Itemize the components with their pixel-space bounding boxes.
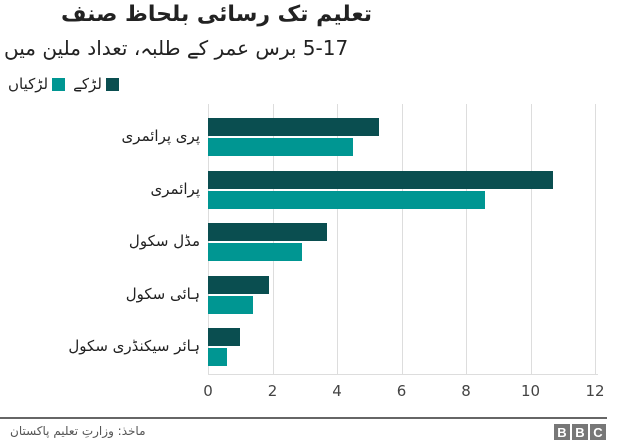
bbc-logo-b2: B — [572, 424, 588, 440]
bar — [208, 348, 228, 366]
gridline — [595, 104, 596, 374]
legend-label-girls: لڑکیاں — [8, 75, 49, 93]
plot-area — [208, 104, 598, 374]
legend: لڑکے لڑکیاں — [0, 72, 119, 96]
legend-item-girls: لڑکیاں — [8, 75, 66, 93]
category-label: مڈل سکول — [128, 232, 200, 250]
bar — [208, 243, 302, 261]
gridline — [337, 104, 338, 374]
bbc-logo-b1: B — [554, 424, 570, 440]
category-label: ہائی سکول — [125, 284, 200, 303]
bar — [208, 138, 354, 156]
footer-divider — [0, 417, 607, 419]
bar — [208, 190, 486, 209]
legend-swatch-boys — [105, 77, 119, 91]
legend-label-boys: لڑکے — [73, 75, 102, 93]
bar — [208, 223, 328, 241]
category-label: پرائمری — [150, 179, 200, 198]
category-label: ہائر سیکنڈری سکول — [68, 337, 200, 355]
x-tick-label: 2 — [267, 382, 278, 400]
chart-title: تعلیم تک رسائی بلحاظ صنف — [60, 2, 372, 27]
x-tick-label: 12 — [585, 382, 605, 400]
bbc-logo-c: C — [590, 424, 606, 440]
bbc-logo: B B C — [554, 424, 606, 440]
category-label: پری پرائمری — [121, 127, 200, 145]
bar — [208, 275, 270, 294]
x-tick-label: 10 — [520, 382, 541, 400]
x-tick-label: 8 — [461, 382, 471, 400]
legend-item-boys: لڑکے — [73, 75, 119, 93]
gridline — [401, 104, 403, 374]
x-tick-label: 0 — [203, 382, 213, 400]
x-tick-label: 4 — [332, 382, 342, 400]
bar — [208, 170, 554, 189]
bar — [208, 118, 379, 136]
source-note: ماخذ: وزارتِ تعلیم پاکستان — [10, 424, 146, 438]
bar — [208, 295, 254, 314]
gridline — [530, 104, 532, 374]
legend-swatch-girls — [52, 77, 66, 91]
x-axis-line — [208, 374, 598, 375]
chart-subtitle: 5-17 برس عمر کے طلبہ، تعداد ملین میں — [4, 36, 349, 60]
gridline — [466, 104, 467, 374]
x-tick-label: 6 — [396, 382, 407, 400]
bar — [208, 328, 241, 346]
